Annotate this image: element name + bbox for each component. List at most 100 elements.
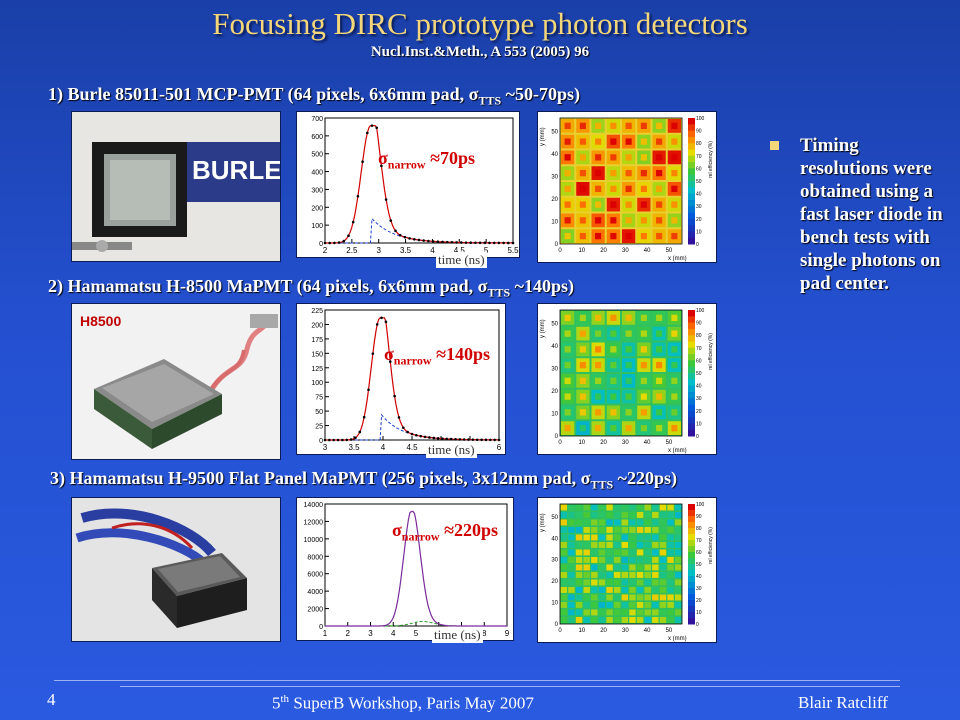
pixel-cell: [568, 587, 575, 593]
pixel-cell: [613, 594, 621, 601]
data-point: [417, 238, 421, 242]
pixel-center: [610, 217, 617, 224]
pixel-cell: [606, 609, 613, 616]
pixel-cell: [583, 534, 590, 541]
scale-step: [688, 582, 695, 589]
scale-step: [688, 504, 695, 511]
data-point: [475, 438, 479, 442]
pixel-cell: [613, 579, 621, 586]
pixel-cell: [575, 557, 583, 563]
pixel-center: [610, 185, 617, 193]
map-y-tick-label: 30: [551, 175, 558, 181]
pixel-cell: [621, 579, 629, 586]
pixel-cell: [644, 549, 651, 556]
pixel-center: [640, 409, 647, 416]
scale-step: [688, 552, 695, 559]
pixel-cell: [636, 602, 644, 608]
scale-step: [688, 168, 695, 176]
y-tick-label: 175: [311, 337, 323, 344]
pixel-center: [625, 154, 632, 161]
scale-tick-label: 90: [696, 514, 702, 520]
pixel-cell: [591, 542, 598, 548]
scale-tick-label: 80: [696, 141, 702, 147]
pixel-cell: [591, 512, 598, 518]
pixel-center: [640, 330, 647, 337]
pixel-cell: [575, 504, 583, 511]
pixel-cell: [560, 527, 568, 533]
slide-subtitle: Nucl.Inst.&Meth., A 553 (2005) 96: [370, 44, 590, 60]
pixel-cell: [613, 617, 621, 623]
pixel-cell: [674, 587, 682, 593]
pixel-cell: [629, 594, 636, 601]
pixel-cell: [652, 617, 659, 623]
data-point: [332, 438, 335, 442]
pixel-center: [595, 122, 602, 130]
scale-step: [688, 225, 695, 232]
map-y-axis-label: y (mm): [540, 319, 546, 338]
pixel-cell: [591, 549, 598, 556]
data-point: [488, 241, 491, 245]
pixel-cell: [613, 572, 621, 578]
scale-step: [688, 612, 695, 619]
data-point: [428, 436, 431, 439]
data-point: [354, 436, 357, 440]
footer-divider-lower: [120, 686, 900, 687]
pixel-cell: [568, 579, 575, 586]
map-y-tick-label: 40: [551, 536, 558, 542]
map-y-tick-label: 10: [551, 220, 558, 226]
pixel-cell: [606, 527, 613, 533]
pixel-cell: [575, 609, 583, 616]
pixel-cell: [636, 534, 644, 541]
pixel-cell: [652, 594, 659, 601]
data-point: [375, 126, 378, 130]
pixel-cell: [560, 519, 568, 526]
scale-tick-label: 100: [696, 502, 705, 508]
fit-curve: [325, 125, 514, 244]
data-point: [394, 229, 397, 233]
pixel-cell: [636, 609, 644, 616]
pixel-cell: [591, 594, 598, 601]
pixel-center: [595, 377, 602, 385]
pixel-cell: [583, 549, 590, 556]
footer-divider: [54, 680, 900, 681]
pixel-cell: [621, 504, 629, 511]
pixel-center: [671, 217, 678, 224]
detector-2-heading: 2) Hamamatsu H-8500 MaPMT (64 pixels, 6x…: [48, 276, 575, 300]
data-point: [323, 438, 327, 442]
pixel-center: [610, 424, 617, 432]
data-point: [380, 316, 383, 320]
pixel-cell: [606, 587, 613, 593]
map-y-tick-label: 50: [551, 130, 558, 136]
pixel-cell: [674, 564, 682, 571]
pixel-cell: [560, 542, 568, 548]
scale-step: [688, 206, 695, 213]
pixel-cell: [629, 602, 636, 608]
x-tick-label: 3: [323, 443, 328, 452]
map-x-tick-label: 40: [644, 628, 651, 634]
pixel-center: [579, 361, 586, 369]
data-point: [389, 219, 393, 222]
pixel-cell: [560, 609, 568, 616]
data-point: [436, 437, 440, 440]
scale-step: [688, 199, 695, 207]
pixel-cell: [636, 527, 644, 533]
scale-tick-label: 30: [696, 586, 702, 592]
data-point: [345, 438, 349, 442]
scale-tick-label: 0: [696, 434, 699, 440]
scale-step: [688, 588, 695, 595]
pixel-cell: [674, 542, 682, 548]
pixel-center: [610, 409, 617, 416]
pixel-center: [625, 314, 632, 322]
data-point: [422, 239, 425, 242]
pixel-cell: [629, 579, 636, 586]
pixel-cell: [644, 602, 651, 608]
data-point: [489, 438, 492, 442]
pixel-cell: [667, 512, 674, 518]
map-y-tick-label: 30: [551, 367, 558, 373]
pixel-center: [579, 346, 586, 353]
pixel-center: [595, 346, 602, 353]
scale-step: [688, 328, 695, 336]
scale-tick-label: 60: [696, 358, 702, 364]
pixel-center: [625, 201, 632, 208]
